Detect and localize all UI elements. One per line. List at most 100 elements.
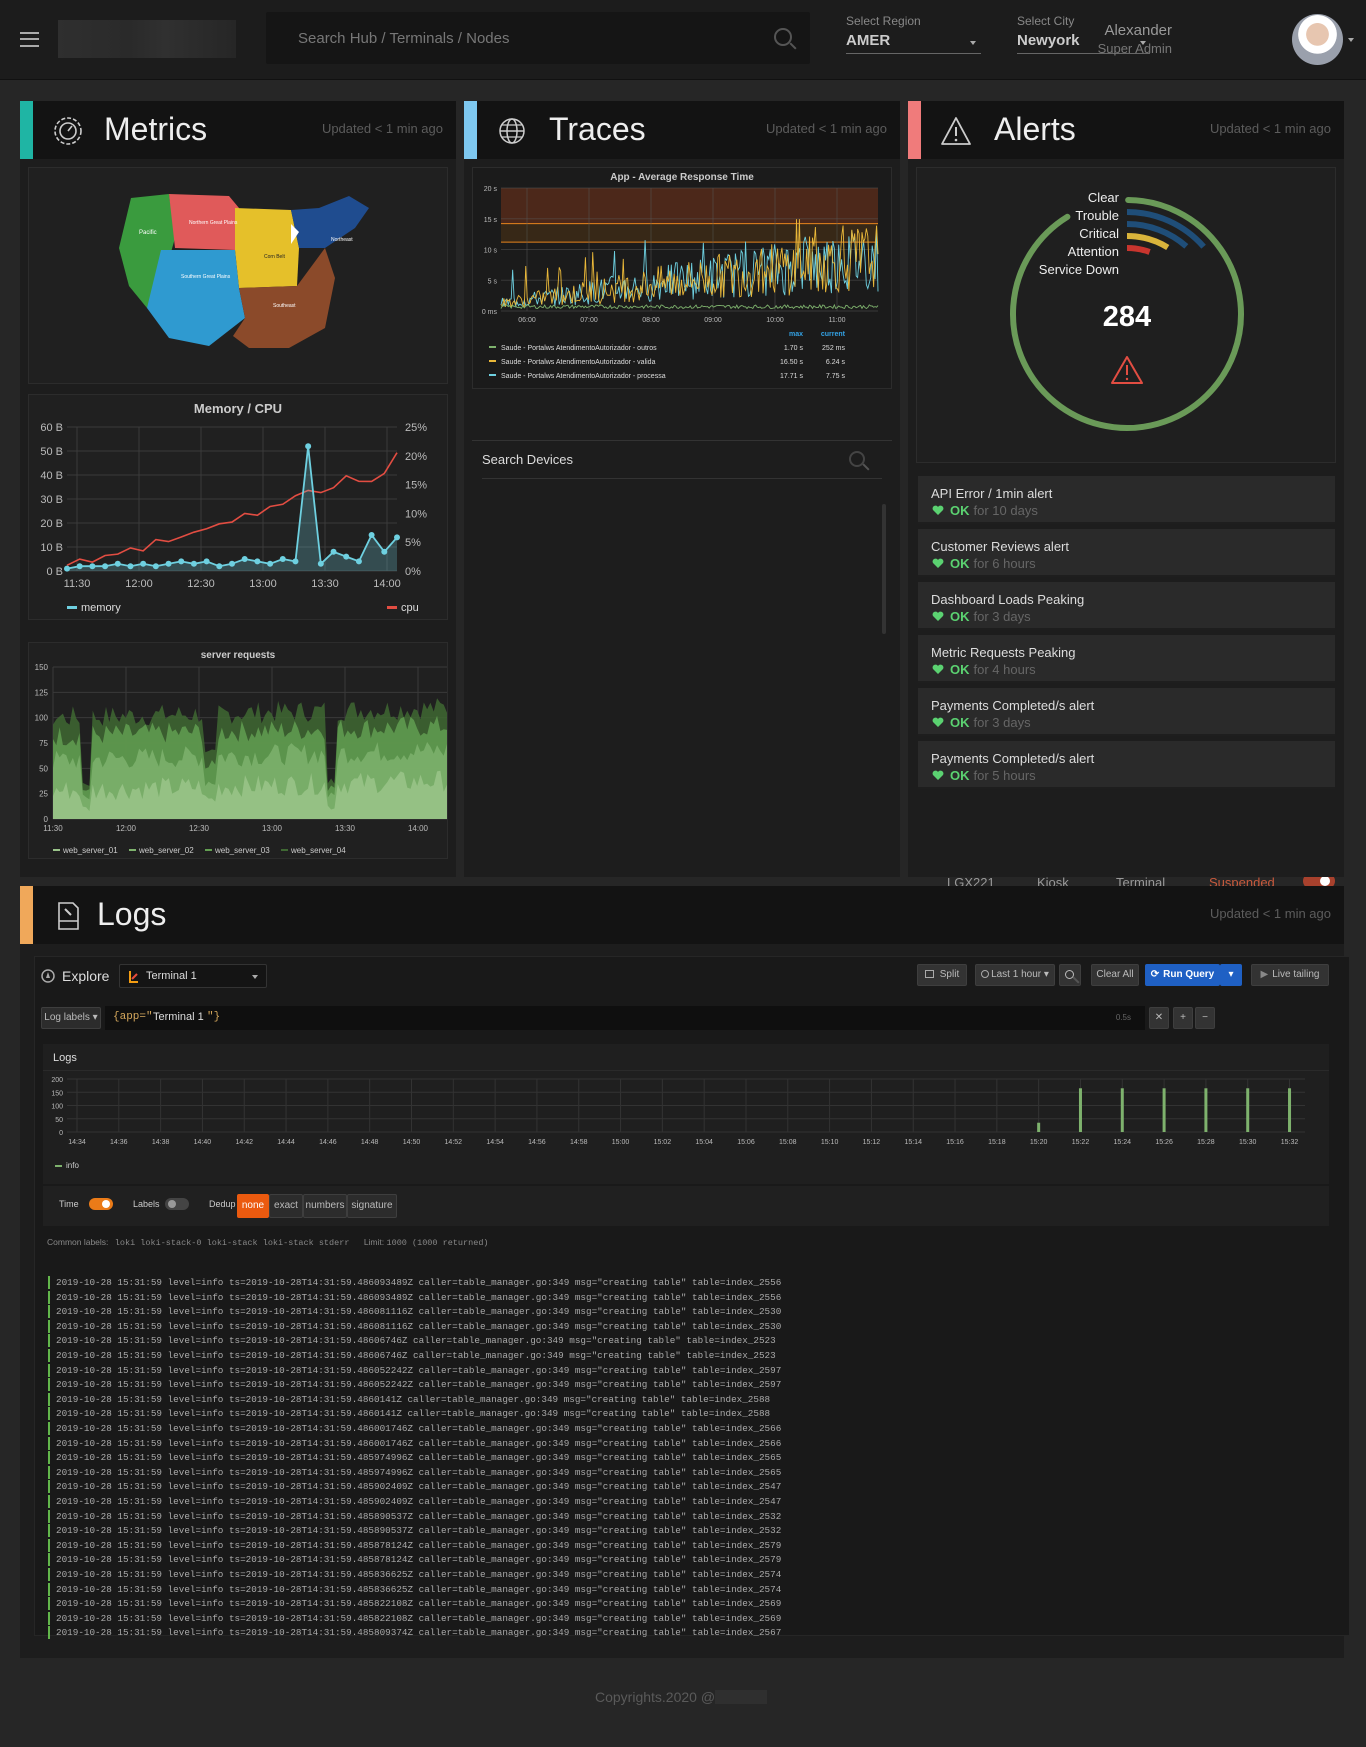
logs-graph-panel: Logs 0 50 100 150 200 14:34 14:36 14:38 14:40 14:… [43,1044,1329,1184]
legend-info: info [66,1161,79,1170]
device-table-header [472,401,892,441]
legend-max: 17.71 s [780,373,803,380]
dedup-exact[interactable]: exact [269,1194,303,1218]
legend-current: 7.75 s [826,373,846,380]
log-line: 2019-10-28 15:31:59 level=info ts=2019-1… [48,1363,781,1377]
alert-status: OK for 4 hours [950,662,1036,677]
ring-critical [1126,221,1189,249]
y-tick-label: 50 [39,764,48,773]
x-tick-label: 14:50 [403,1139,421,1146]
y2-tick-label: 25% [405,422,427,434]
datasource-select[interactable]: Terminal 1 [119,964,267,988]
log-line: 2019-10-28 15:31:59 level=info ts=2019-1… [48,1276,781,1289]
x-tick-label: 14:48 [361,1139,379,1146]
memory-point [76,563,83,570]
time-range-button[interactable]: Last 1 hour ▾ [975,964,1055,986]
memory-point [165,560,172,567]
log-volume-bar [1037,1122,1041,1132]
ring-label: Service Down [1039,262,1119,277]
remove-query-icon[interactable]: ✕ [1149,1007,1169,1029]
response-series-line [500,219,879,309]
legend-swatch [205,849,212,851]
heart-icon [932,770,944,780]
query-input[interactable]: {app=" Terminal 1 "} 0.5s [105,1006,1145,1030]
dedup-signature[interactable]: signature [347,1194,397,1218]
add-query-icon[interactable]: + [1173,1007,1193,1029]
x-tick-label: 12:30 [189,824,210,833]
log-labels-button[interactable]: Log labels ▾ [41,1007,101,1029]
alert-item[interactable]: Dashboard Loads Peaking OK for 3 days [918,582,1335,630]
x-tick-label: 13:30 [335,824,356,833]
memory-cpu-chart[interactable]: 0 B 10 B 20 B 30 B 40 B 50 B 60 B 0% 5% 10% 15% 20%… [29,395,449,621]
chevron-down-icon[interactable] [1140,41,1146,45]
logo [58,20,236,58]
logs-volume-chart[interactable]: 0 50 100 150 200 14:34 14:36 14:38 14:40 14:42 14:… [43,1044,1329,1184]
search-icon[interactable] [849,451,865,467]
live-tailing-button[interactable]: ▶ Live tailing [1251,964,1329,986]
avatar[interactable] [1292,14,1343,65]
clock-icon [981,970,990,978]
legend-name: Saude - Portalws AtendimentoAutorizador … [501,373,666,380]
alert-item[interactable]: Customer Reviews alert OK for 6 hours [918,529,1335,577]
x-tick-label: 12:30 [187,578,215,590]
zoom-out-button[interactable] [1059,964,1081,986]
alert-item[interactable]: API Error / 1min alert OK for 10 days [918,476,1335,524]
x-tick-label: 14:34 [68,1139,86,1146]
user-menu-chevron-icon[interactable] [1348,38,1354,42]
ring-service-down [1126,245,1151,255]
x-tick-label: 14:44 [277,1139,295,1146]
log-line: 2019-10-28 15:31:59 level=info ts=2019-1… [48,1480,781,1494]
map-region-southern-great-plains [147,250,245,346]
city-select[interactable]: Newyork [1017,32,1150,54]
memory-point [190,560,197,567]
minus-query-icon[interactable]: − [1195,1007,1215,1029]
x-tick-label: 14:36 [110,1139,128,1146]
warning-icon [941,117,971,145]
map-label: Corn Belt [264,254,285,260]
y2-tick-label: 10% [405,508,427,520]
global-search-input[interactable]: Search Hub / Terminals / Nodes [266,12,810,64]
dedup-numbers[interactable]: numbers [303,1194,347,1218]
x-tick-label: 14:58 [570,1139,588,1146]
memory-point [152,563,159,570]
dedup-none[interactable]: none [237,1194,269,1218]
search-icon[interactable] [774,28,792,46]
alert-item[interactable]: Metric Requests Peaking OK for 4 hours [918,635,1335,683]
legend-label: web_server_01 [62,846,118,855]
log-volume-bar [1288,1088,1292,1132]
y-tick-label: 20 s [484,186,498,193]
menu-icon[interactable] [20,32,39,47]
map-region-northeast [291,196,369,248]
alert-item[interactable]: Payments Completed/s alert OK for 5 hours [918,741,1335,789]
split-button[interactable]: Split [917,964,967,986]
common-labels: Common labels: loki loki-stack-0 loki-st… [47,1237,489,1248]
memory-point [241,556,248,562]
device-search-input[interactable]: Search Devices [482,452,574,467]
clear-all-button[interactable]: Clear All [1091,964,1139,986]
alert-status-ring[interactable]: Clear Trouble Critical Attention Service Dow… [917,168,1337,464]
x-tick-label: 13:00 [262,824,283,833]
x-tick-label: 15:08 [779,1139,797,1146]
response-time-chart[interactable]: 0 ms 5 s 10 s 15 s 20 s 06:00 07:00 08:00 09:00 1… [473,168,893,390]
labels-toggle[interactable] [165,1198,189,1210]
y2-tick-label: 15% [405,480,427,492]
device-toggle[interactable] [1303,873,1335,889]
log-volume-bar [1204,1088,1208,1132]
server-requests-chart[interactable]: 0 25 50 75 100 125 150 11:30 12:00 12:30 13:00 13:3… [29,643,449,860]
memory-point [292,558,299,565]
run-query-dropdown[interactable]: ▾ [1220,964,1242,986]
scrollbar[interactable] [882,504,886,634]
alert-status: OK for 3 days [950,715,1031,730]
log-line: 2019-10-28 15:31:59 level=info ts=2019-1… [48,1568,781,1581]
log-volume-bar [1120,1088,1124,1132]
time-toggle[interactable] [89,1198,113,1210]
region-label: Select Region [846,14,921,28]
region-select[interactable]: AMER [846,32,981,54]
y-tick-label: 25 [39,790,48,799]
response-time-card: App - Average Response Time 0 ms 5 s 10 s 1… [472,167,892,389]
us-regions-map[interactable]: Pacific Northern Great Plains Corn Belt … [29,168,449,385]
chevron-down-icon[interactable] [970,41,976,45]
metrics-accent [20,101,33,159]
run-query-button[interactable]: ⟳ Run Query [1145,964,1220,986]
alert-item[interactable]: Payments Completed/s alert OK for 3 days [918,688,1335,736]
